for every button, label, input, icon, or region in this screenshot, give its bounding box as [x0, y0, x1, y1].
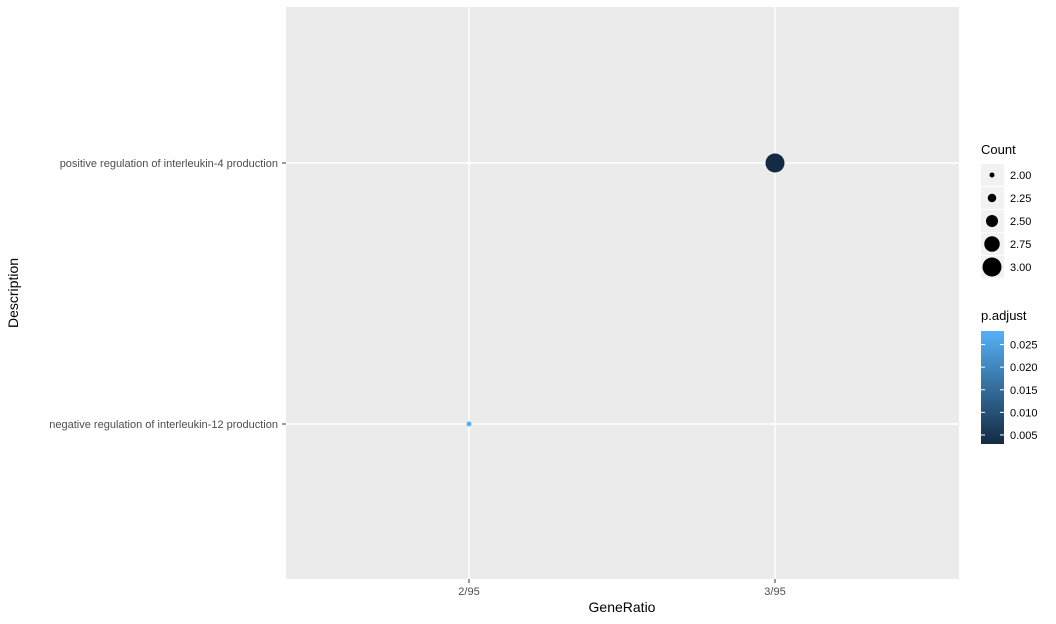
p-adjust-label: 0.025: [1010, 340, 1038, 352]
p-adjust-label: 0.005: [1010, 430, 1038, 442]
count-legend-label: 2.25: [1010, 193, 1031, 205]
count-legend-dot: [989, 172, 995, 178]
count-legend-dot: [987, 193, 997, 203]
x-tick-label: 2/95: [458, 586, 479, 598]
count-legend-label: 3.00: [1010, 262, 1031, 274]
p-adjust-label: 0.015: [1010, 385, 1038, 397]
y-tick-label: negative regulation of interleukin-12 pr…: [49, 419, 278, 431]
count-legend-dot: [982, 257, 1002, 277]
y-tick-label: positive regulation of interleukin-4 pro…: [60, 158, 278, 170]
count-legend-dot: [984, 236, 1000, 252]
x-axis-title: GeneRatio: [589, 599, 656, 615]
data-point: [466, 421, 472, 427]
count-legend-label: 2.50: [1010, 216, 1031, 228]
count-legend-title: Count: [981, 142, 1016, 157]
p-adjust-label: 0.010: [1010, 407, 1038, 419]
count-legend-dot: [986, 215, 998, 227]
data-points: [466, 153, 785, 427]
plot-panel: [286, 7, 959, 579]
data-point: [765, 153, 785, 173]
count-legend: Count 2.00 2.25 2.50 2.75 3.00: [981, 142, 1031, 278]
p-adjust-legend-title: p.adjust: [981, 308, 1027, 323]
count-legend-label: 2.75: [1010, 239, 1031, 251]
x-axis: 2/95 3/95: [458, 579, 786, 598]
p-adjust-colorbar: [981, 331, 1004, 444]
y-axis-title: Description: [5, 258, 21, 328]
p-adjust-label: 0.020: [1010, 362, 1038, 374]
x-tick-label: 3/95: [764, 586, 785, 598]
p-adjust-legend: p.adjust 0.005 0.010 0.015 0.020 0.025: [981, 308, 1038, 444]
grid-lines: [286, 7, 959, 579]
count-legend-label: 2.00: [1010, 170, 1031, 182]
y-axis: negative regulation of interleukin-12 pr…: [49, 158, 286, 431]
